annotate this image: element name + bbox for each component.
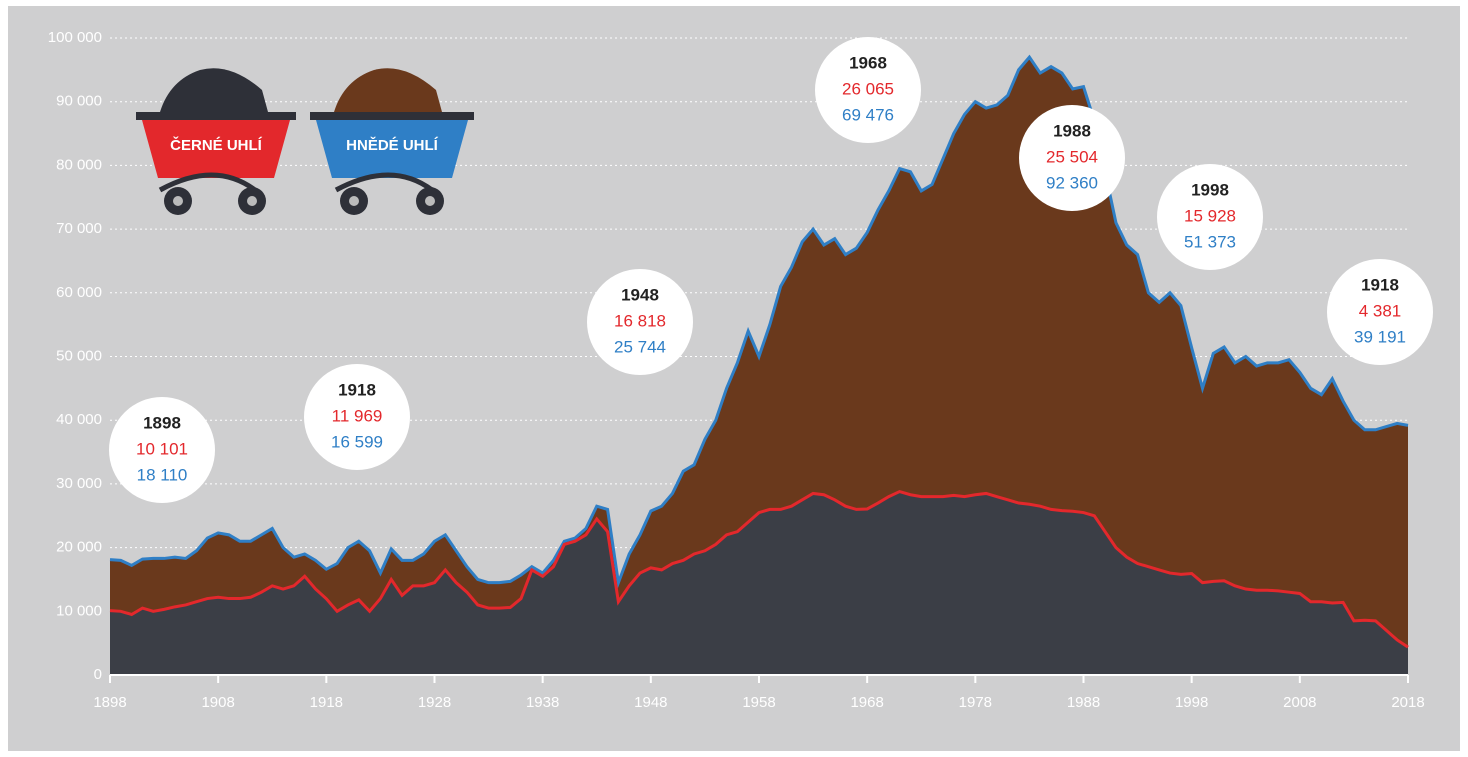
annotation-bubble — [587, 269, 693, 375]
x-tick-label: 2018 — [1391, 694, 1424, 711]
y-tick-label: 60 000 — [56, 284, 102, 301]
annotation-black: 16 818 — [614, 311, 666, 330]
legend: ČERNÉ UHLÍ HNĚDÉ UHLÍ — [136, 68, 474, 215]
y-tick-label: 100 000 — [48, 29, 102, 46]
annotation-bubble — [1019, 105, 1125, 211]
annotation-brown: 92 360 — [1046, 173, 1098, 192]
annotation-year: 1918 — [338, 380, 376, 399]
annotation-year: 1968 — [849, 53, 887, 72]
y-tick-label: 70 000 — [56, 220, 102, 237]
plot: 0 10 000 20 000 30 000 40 000 50 000 60 000 70 … — [48, 29, 1425, 711]
annotation-year: 1988 — [1053, 121, 1091, 140]
annotation-bubble — [1327, 259, 1433, 365]
x-tick-label: 1938 — [526, 694, 559, 711]
annotation-year: 1918 — [1361, 275, 1399, 294]
y-tick-label: 20 000 — [56, 539, 102, 556]
legend-cart-brown — [310, 68, 474, 215]
x-tick-label: 1908 — [201, 694, 234, 711]
annotation-year: 1898 — [143, 413, 181, 432]
x-tick-label: 1968 — [850, 694, 883, 711]
annotation-black: 26 065 — [842, 79, 894, 98]
annotation-black: 11 969 — [332, 406, 383, 425]
x-tick-label: 2008 — [1283, 694, 1316, 711]
annotation-black: 4 381 — [1359, 301, 1402, 320]
x-tick-label: 1998 — [1175, 694, 1208, 711]
annotation-brown: 18 110 — [137, 465, 188, 484]
annotation-brown: 25 744 — [614, 337, 666, 356]
area-fill — [110, 491, 1408, 675]
x-tick-label: 1928 — [418, 694, 451, 711]
y-tick-label: 80 000 — [56, 156, 102, 173]
annotation-bubble — [109, 397, 215, 503]
annotation-bubble — [815, 37, 921, 143]
y-tick-label: 0 — [94, 666, 102, 683]
annotation-bubble — [1157, 164, 1263, 270]
legend-cart-black — [136, 68, 296, 215]
x-tick-label: 1898 — [93, 694, 126, 711]
series-line — [109, 54, 1409, 589]
annotation-black: 25 504 — [1046, 147, 1098, 166]
annotation-brown: 51 373 — [1184, 232, 1236, 251]
x-tick-label: 1918 — [310, 694, 343, 711]
y-tick-label: 30 000 — [56, 475, 102, 492]
x-tick-label: 1978 — [959, 694, 992, 711]
x-tick-label: 1948 — [634, 694, 667, 711]
annotation-brown: 39 191 — [1354, 327, 1406, 346]
legend-label: HNĚDÉ UHLÍ — [346, 136, 439, 154]
annotation-year: 1998 — [1191, 180, 1229, 199]
x-tick-label: 1958 — [742, 694, 775, 711]
annotations: 1898 10 101 18 110 1918 11 969 16 599 1948 16 8… — [109, 37, 1433, 503]
x-tick-label: 1988 — [1067, 694, 1100, 711]
annotation-bubble — [304, 364, 410, 470]
y-tick-label: 40 000 — [56, 411, 102, 428]
annotation-brown: 69 476 — [842, 105, 894, 124]
legend-label: ČERNÉ UHLÍ — [170, 136, 263, 154]
series-line — [109, 489, 1409, 649]
annotation-brown: 16 599 — [331, 432, 383, 451]
annotation-black: 15 928 — [1184, 206, 1236, 225]
y-tick-label: 50 000 — [56, 347, 102, 364]
y-tick-label: 10 000 — [56, 602, 102, 619]
annotation-year: 1948 — [621, 285, 659, 304]
y-tick-label: 90 000 — [56, 93, 102, 110]
annotation-black: 10 101 — [136, 439, 188, 458]
